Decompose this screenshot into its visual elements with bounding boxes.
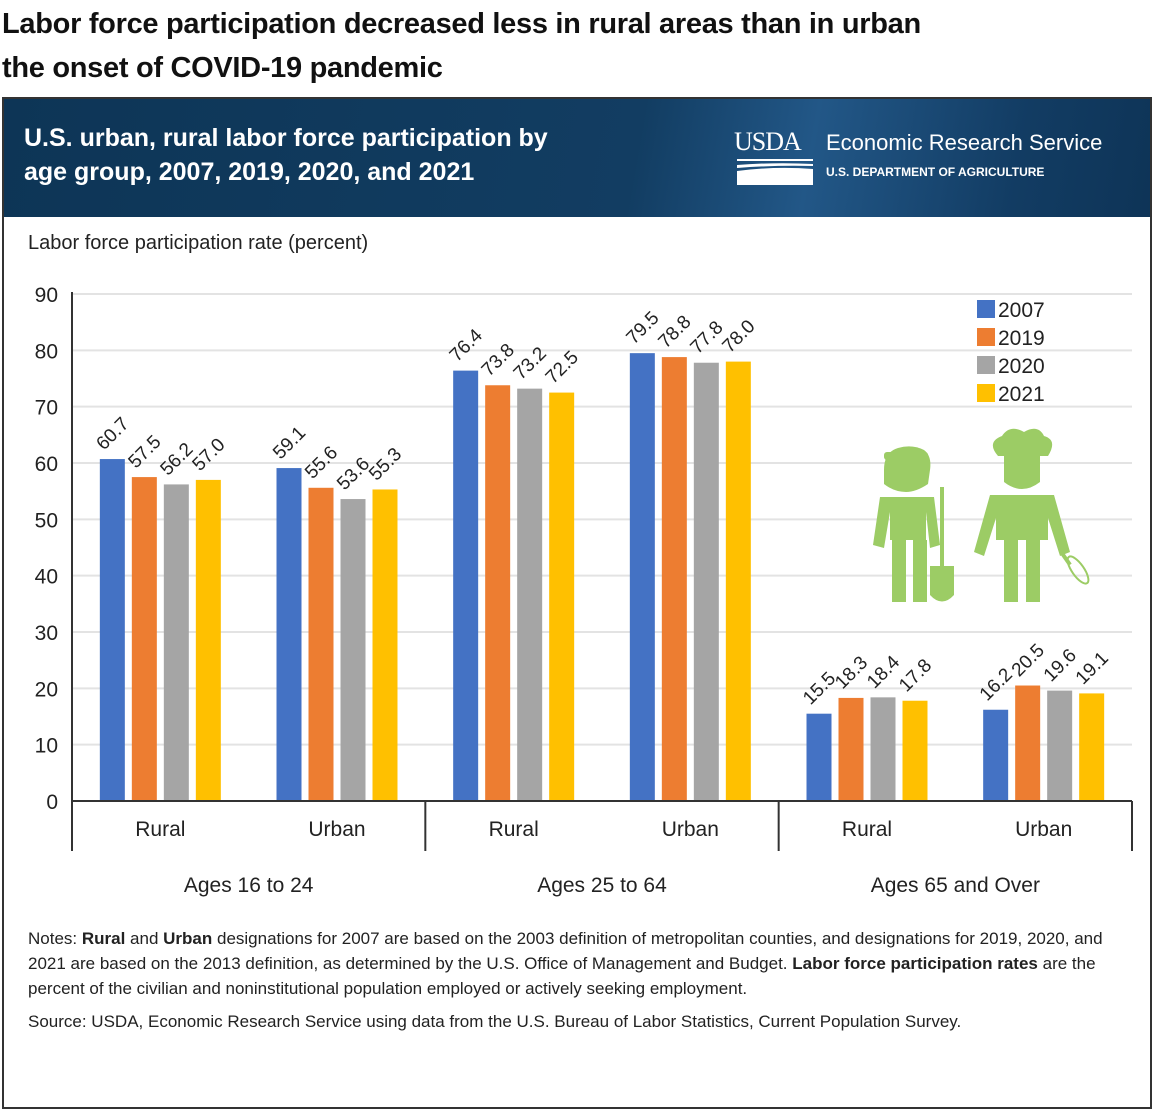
y-axis-label: Labor force participation rate (percent) [28,232,369,254]
y-tick-label: 30 [35,622,58,645]
y-tick-label: 20 [35,678,58,701]
bar-2021 [1079,693,1105,801]
y-tick-label: 50 [35,509,58,532]
notes-bold-lfpr: Labor force participation rates [792,954,1038,973]
chart-frame: U.S. urban, rural labor force participat… [2,97,1152,1109]
data-label: 19.6 [1040,645,1081,686]
data-label: 55.3 [365,444,406,485]
legend-label-2020: 2020 [998,355,1045,378]
group-label: Ages 65 and Over [871,874,1040,897]
chart-title-line-1: U.S. urban, rural labor force participat… [24,124,548,152]
data-label: 57.0 [189,434,230,475]
x-tick-label: Rural [135,818,185,841]
bar-2020 [693,362,719,801]
chart-title-line-2: age group, 2007, 2019, 2020, and 2021 [24,158,475,186]
bar-2019 [308,487,334,801]
legend-label-2019: 2019 [998,327,1045,350]
notes-bold-rural: Rural [81,929,126,948]
legend-swatch-2019 [977,328,995,346]
bar-2019 [485,385,511,801]
group-label: Ages 25 to 64 [537,874,667,897]
notes-prefix: Notes: [28,929,82,948]
data-label: 76.4 [446,325,487,366]
chart-notes: Notes: Rural and Urban designations for … [28,926,1138,1042]
data-label: 18.3 [831,652,872,693]
bar-2020 [1047,690,1073,801]
headline-line-2: the onset of COVID-19 pandemic [2,52,443,84]
headline: Labor force participation decreased less… [2,2,1158,90]
notes-text: and [125,929,164,948]
bar-2021 [372,489,398,801]
notes-text: designations for 2007 are based on the 2… [28,929,1103,973]
bar-2021 [902,700,928,801]
chart-banner: U.S. urban, rural labor force participat… [4,99,1150,217]
y-tick-label: 40 [35,566,58,589]
data-label: 72.5 [542,347,583,388]
data-label: 59.1 [269,423,310,464]
bar-2007 [276,468,302,801]
data-label: 17.8 [895,655,936,696]
legend-swatch-2020 [977,356,995,374]
notes-paragraph: Notes: Rural and Urban designations for … [28,926,1138,1001]
headline-line-1: Labor force participation decreased less… [2,8,921,40]
agency-name: Economic Research Service [826,130,1103,155]
x-tick-label: Urban [308,818,365,841]
bar-2021 [549,392,575,801]
bar-2007 [983,709,1009,801]
y-tick-label: 60 [35,453,58,476]
worker-illustrations [873,428,1090,602]
data-label: 73.2 [510,343,551,384]
y-tick-label: 80 [35,340,58,363]
department-name: U.S. DEPARTMENT OF AGRICULTURE [826,165,1045,179]
x-tick-label: Rural [842,818,892,841]
legend-swatch-2007 [977,300,995,318]
chef-with-whisk-icon [974,428,1090,602]
source-text: Source: USDA, Economic Research Service … [28,1012,962,1031]
data-label: 77.8 [687,317,728,358]
bar-2007 [629,353,655,801]
usda-logo-swoosh-icon [737,159,813,185]
data-label: 79.5 [623,308,664,349]
x-tick-label: Rural [489,818,539,841]
bar-2020 [870,697,896,801]
farmer-with-shovel-icon [873,446,954,602]
bar-2007 [453,370,479,801]
y-tick-label: 90 [35,284,58,307]
group-label: Ages 16 to 24 [184,874,314,897]
bar-2007 [99,459,125,801]
bar-2020 [517,388,543,801]
chart-title: U.S. urban, rural labor force participat… [24,121,548,189]
bar-2019 [1015,685,1041,801]
x-tick-label: Urban [662,818,719,841]
y-tick-label: 70 [35,397,58,420]
bar-2019 [838,697,864,801]
data-label: 60.7 [93,414,134,455]
legend-label-2021: 2021 [998,383,1045,406]
y-tick-label: 0 [46,791,58,814]
bar-2007 [806,713,832,801]
data-label: 73.8 [478,340,519,381]
notes-bold-urban: Urban [163,929,213,948]
bar-2021 [725,361,751,801]
legend-label-2007: 2007 [998,299,1045,322]
data-label: 18.4 [863,652,904,693]
usda-logo-text: USDA [734,127,802,156]
bar-2020 [163,484,189,801]
y-tick-label: 10 [35,735,58,758]
legend-swatch-2021 [977,384,995,402]
data-label: 19.1 [1072,648,1113,689]
notes-text: are the percent of the civilian and noni… [28,954,1096,998]
bar-2019 [131,477,157,801]
x-tick-label: Urban [1015,818,1072,841]
bar-2020 [340,499,366,801]
bar-2019 [661,357,687,801]
bar-2021 [195,479,221,801]
